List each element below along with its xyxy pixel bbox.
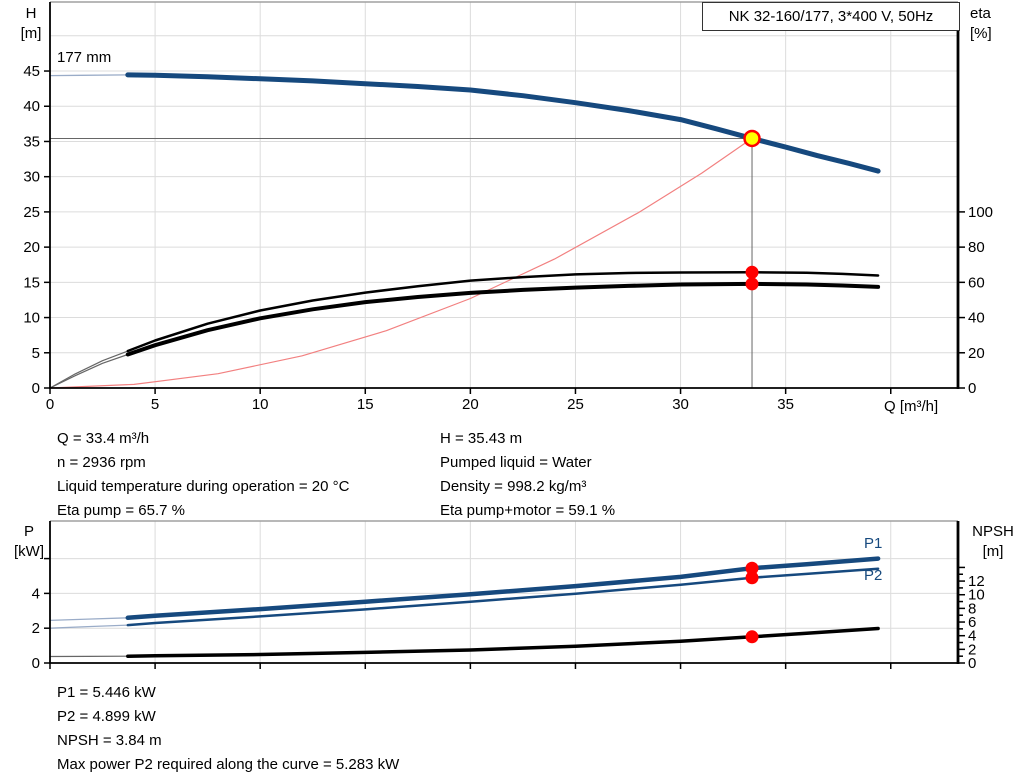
y-left-tick-label: 40 [23,98,40,115]
p-axis-label-unit: [kW] [14,543,44,560]
p-axis-label: P [kW] [8,522,50,562]
eta-pump-motor-point [745,277,759,291]
eta-axis-label: eta [%] [970,4,1020,44]
series-head-curve-leadin [49,74,129,77]
series-p1-leadin [49,617,129,622]
info-eta-pump: Eta pump = 65.7 % [57,502,185,519]
npsh-point [745,630,759,644]
info-max-power: Max power P2 required along the curve = … [57,756,400,773]
axes-frame [49,520,960,664]
info-p2: P2 = 4.899 kW [57,708,156,725]
series-p2-leadin [49,624,129,629]
y-right-tick-label: 0 [968,655,976,672]
y-left-tick-label: 5 [32,345,40,362]
series-eta-pump-leadin [49,350,129,389]
y-right-tick-label: 0 [968,380,976,397]
info-density: Density = 998.2 kg/m³ [440,478,587,495]
info-h: H = 35.43 m [440,430,523,447]
gridlines [50,521,958,663]
x-tick-label: 25 [567,396,584,413]
p2-curve-label: P2 [864,567,883,584]
info-liquid-temp: Liquid temperature during operation = 20… [57,478,350,495]
h-axis-label-unit: [m] [20,25,42,42]
info-p1: P1 = 5.446 kW [57,684,156,701]
npsh-axis-label-unit: [m] [982,543,1004,560]
npsh-axis-label-symbol: NPSH [972,523,1014,540]
x-tick-label: 30 [672,396,689,413]
h-axis-label-symbol: H [25,5,37,22]
info-n: n = 2936 rpm [57,454,146,471]
y-right-tick-label: 12 [968,573,985,590]
axis-ticks: 0 5 10 15 20 25 30 35 0 5 10 15 20 25 30 35 40 45 0 20 40 60 8… [23,63,993,413]
y-right-tick-label: 10 [968,587,985,604]
y-left-tick-label: 0 [32,655,40,672]
y-left-tick-label: 35 [23,133,40,150]
series-eta-pump-curve [126,271,880,353]
y-left-tick-label: 4 [32,585,40,602]
impeller-diameter-label: 177 mm [57,49,112,66]
y-right-tick-label: 2 [968,641,976,658]
hq-eta-chart: 0 5 10 15 20 25 30 35 0 5 10 15 20 25 30 35 40 45 0 20 40 60 8… [23,1,993,413]
p1-curve-label: P1 [864,535,883,552]
pump-title-box: NK 32-160/177, 3*400 V, 50Hz [702,2,960,31]
info-npsh: NPSH = 3.84 m [57,732,162,749]
y-right-tick-label: 6 [968,614,976,631]
series-head-curve-177mm [125,72,881,174]
axes-frame [49,1,960,389]
y-right-tick-label: 60 [968,274,985,291]
info-q: Q = 33.4 m³/h [57,430,150,447]
series-npsh-curve [126,626,880,658]
x-tick-label: 10 [252,396,269,413]
y-right-tick-label: 4 [968,628,976,645]
eta-axis-label-symbol: eta [970,5,991,22]
y-left-tick-label: 2 [32,620,40,637]
x-tick-label: 0 [46,396,54,413]
x-tick-label: 15 [357,396,374,413]
y-right-tick-label: 20 [968,345,985,362]
y-left-tick-label: 45 [23,63,40,80]
series-system-curve [49,137,753,389]
eta-pump-point [745,265,759,279]
series-eta-pump-motor-curve [125,281,881,357]
info-eta-pump-motor: Eta pump+motor = 59.1 % [440,502,616,519]
y-left-tick-label: 10 [23,310,40,327]
series-p2-curve [126,567,880,627]
series-p1-curve [125,556,881,621]
y-right-tick-label: 80 [968,239,985,256]
series-eta-pump-motor-leadin [49,353,129,389]
p1-point [745,561,759,575]
eta-axis-label-unit: [%] [970,25,992,42]
q-axis-label: Q [m³/h] [884,398,939,415]
duty-point [743,129,761,148]
p2-point [745,571,759,585]
x-tick-label: 20 [462,396,479,413]
p-axis-label-symbol: P [23,523,34,540]
y-right-tick-label: 40 [968,310,985,327]
y-left-tick-label: 20 [23,239,40,256]
info-pumped-liquid: Pumped liquid = Water [440,454,592,471]
y-left-tick-label: 15 [23,274,40,291]
x-tick-label: 35 [777,396,794,413]
y-left-tick-label: 25 [23,204,40,221]
pump-title: NK 32-160/177, 3*400 V, 50Hz [728,8,934,25]
y-right-tick-label: 100 [968,204,993,221]
gridlines [50,2,958,388]
h-axis-label: H [m] [12,4,50,44]
x-tick-label: 5 [151,396,159,413]
y-left-tick-label: 30 [23,169,40,186]
y-left-tick-label: 0 [32,380,40,397]
y-right-tick-label: 8 [968,600,976,617]
npsh-axis-label: NPSH [m] [964,522,1022,562]
